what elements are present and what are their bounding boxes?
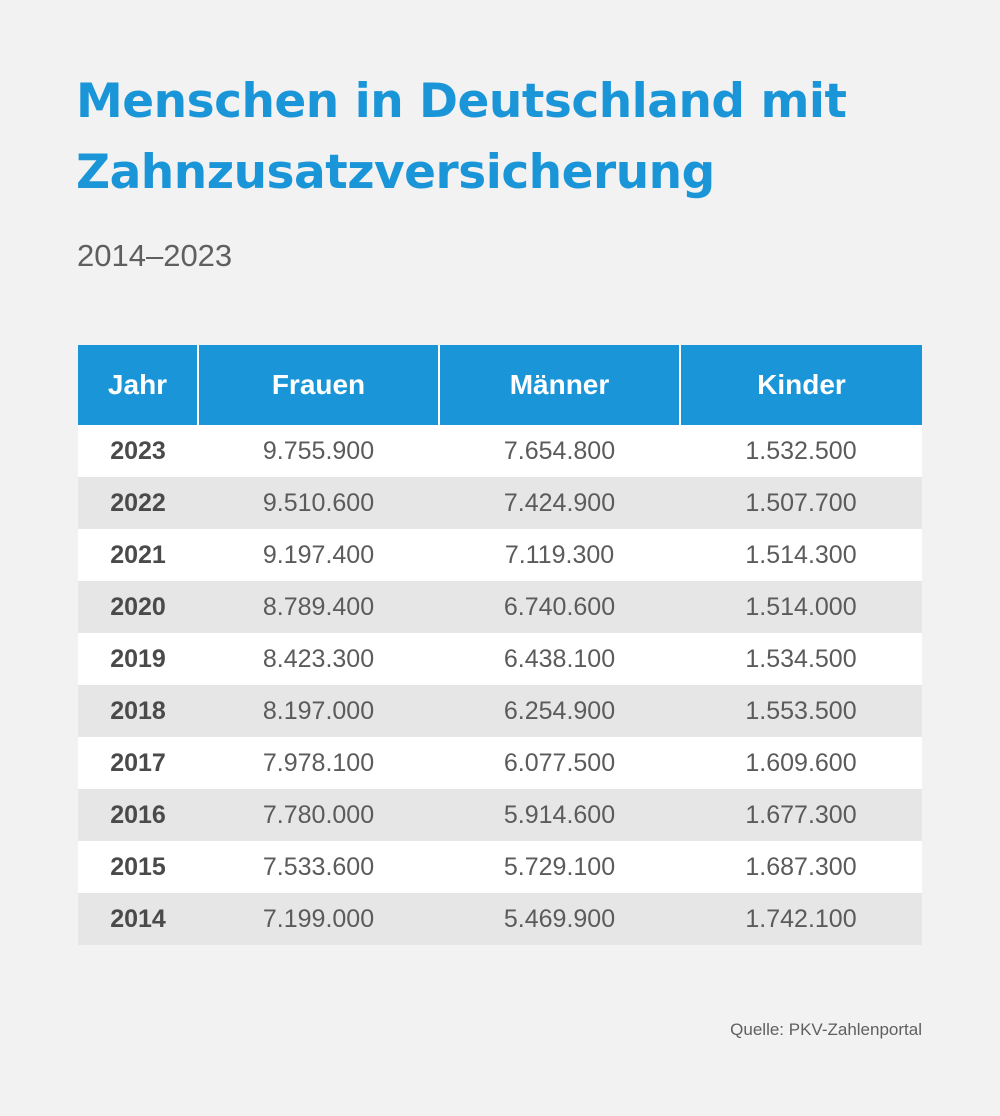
value-cell-kinder: 1.514.000 [680, 581, 922, 633]
value-cell-frauen: 7.199.000 [198, 893, 439, 945]
value-cell-frauen: 8.197.000 [198, 685, 439, 737]
year-cell: 2015 [78, 841, 198, 893]
value-cell-frauen: 8.423.300 [198, 633, 439, 685]
source-note: Quelle: PKV-Zahlenportal [730, 1020, 922, 1039]
table-row: 2015 7.533.600 5.729.100 1.687.300 [78, 841, 922, 893]
value-cell-frauen: 8.789.400 [198, 581, 439, 633]
value-cell-frauen: 9.755.900 [198, 425, 439, 477]
table-row: 2019 8.423.300 6.438.100 1.534.500 [78, 633, 922, 685]
year-cell: 2019 [78, 633, 198, 685]
value-cell-männer: 5.914.600 [439, 789, 680, 841]
column-header-jahr: Jahr [78, 345, 198, 425]
title-line-2: Zahnzusatzversicherung [76, 145, 715, 200]
value-cell-männer: 6.740.600 [439, 581, 680, 633]
value-cell-frauen: 9.510.600 [198, 477, 439, 529]
table-row: 2020 8.789.400 6.740.600 1.514.000 [78, 581, 922, 633]
value-cell-frauen: 9.197.400 [198, 529, 439, 581]
value-cell-kinder: 1.677.300 [680, 789, 922, 841]
value-cell-männer: 7.119.300 [439, 529, 680, 581]
table-row: 2018 8.197.000 6.254.900 1.553.500 [78, 685, 922, 737]
value-cell-frauen: 7.533.600 [198, 841, 439, 893]
year-cell: 2016 [78, 789, 198, 841]
table-header-row: Jahr Frauen Männer Kinder [78, 345, 922, 425]
value-cell-frauen: 7.978.100 [198, 737, 439, 789]
value-cell-männer: 6.077.500 [439, 737, 680, 789]
value-cell-männer: 7.654.800 [439, 425, 680, 477]
value-cell-kinder: 1.507.700 [680, 477, 922, 529]
table-row: 2023 9.755.900 7.654.800 1.532.500 [78, 425, 922, 477]
table-row: 2016 7.780.000 5.914.600 1.677.300 [78, 789, 922, 841]
value-cell-frauen: 7.780.000 [198, 789, 439, 841]
page-title: Menschen in Deutschland mit Zahnzusatzve… [76, 66, 956, 208]
year-cell: 2022 [78, 477, 198, 529]
column-header-männer: Männer [438, 345, 680, 425]
value-cell-kinder: 1.514.300 [680, 529, 922, 581]
table-row: 2021 9.197.400 7.119.300 1.514.300 [78, 529, 922, 581]
column-header-kinder: Kinder [679, 345, 922, 425]
value-cell-männer: 5.469.900 [439, 893, 680, 945]
table-body: 2023 9.755.900 7.654.800 1.532.500 2022 9.510… [78, 425, 922, 945]
year-cell: 2023 [78, 425, 198, 477]
value-cell-männer: 5.729.100 [439, 841, 680, 893]
year-cell: 2021 [78, 529, 198, 581]
value-cell-kinder: 1.609.600 [680, 737, 922, 789]
subtitle-period: 2014–2023 [77, 238, 233, 273]
value-cell-kinder: 1.742.100 [680, 893, 922, 945]
value-cell-kinder: 1.553.500 [680, 685, 922, 737]
value-cell-männer: 6.438.100 [439, 633, 680, 685]
table-header: Jahr Frauen Männer Kinder [78, 345, 922, 425]
table-row: 2014 7.199.000 5.469.900 1.742.100 [78, 893, 922, 945]
year-cell: 2014 [78, 893, 198, 945]
value-cell-männer: 7.424.900 [439, 477, 680, 529]
year-cell: 2017 [78, 737, 198, 789]
column-header-frauen: Frauen [197, 345, 439, 425]
value-cell-kinder: 1.532.500 [680, 425, 922, 477]
table-row: 2017 7.978.100 6.077.500 1.609.600 [78, 737, 922, 789]
year-cell: 2020 [78, 581, 198, 633]
value-cell-kinder: 1.534.500 [680, 633, 922, 685]
year-cell: 2018 [78, 685, 198, 737]
value-cell-männer: 6.254.900 [439, 685, 680, 737]
data-table: Jahr Frauen Männer Kinder 2023 9.755.900 7.65… [78, 345, 922, 945]
table-row: 2022 9.510.600 7.424.900 1.507.700 [78, 477, 922, 529]
value-cell-kinder: 1.687.300 [680, 841, 922, 893]
title-line-1: Menschen in Deutschland mit [76, 74, 847, 129]
